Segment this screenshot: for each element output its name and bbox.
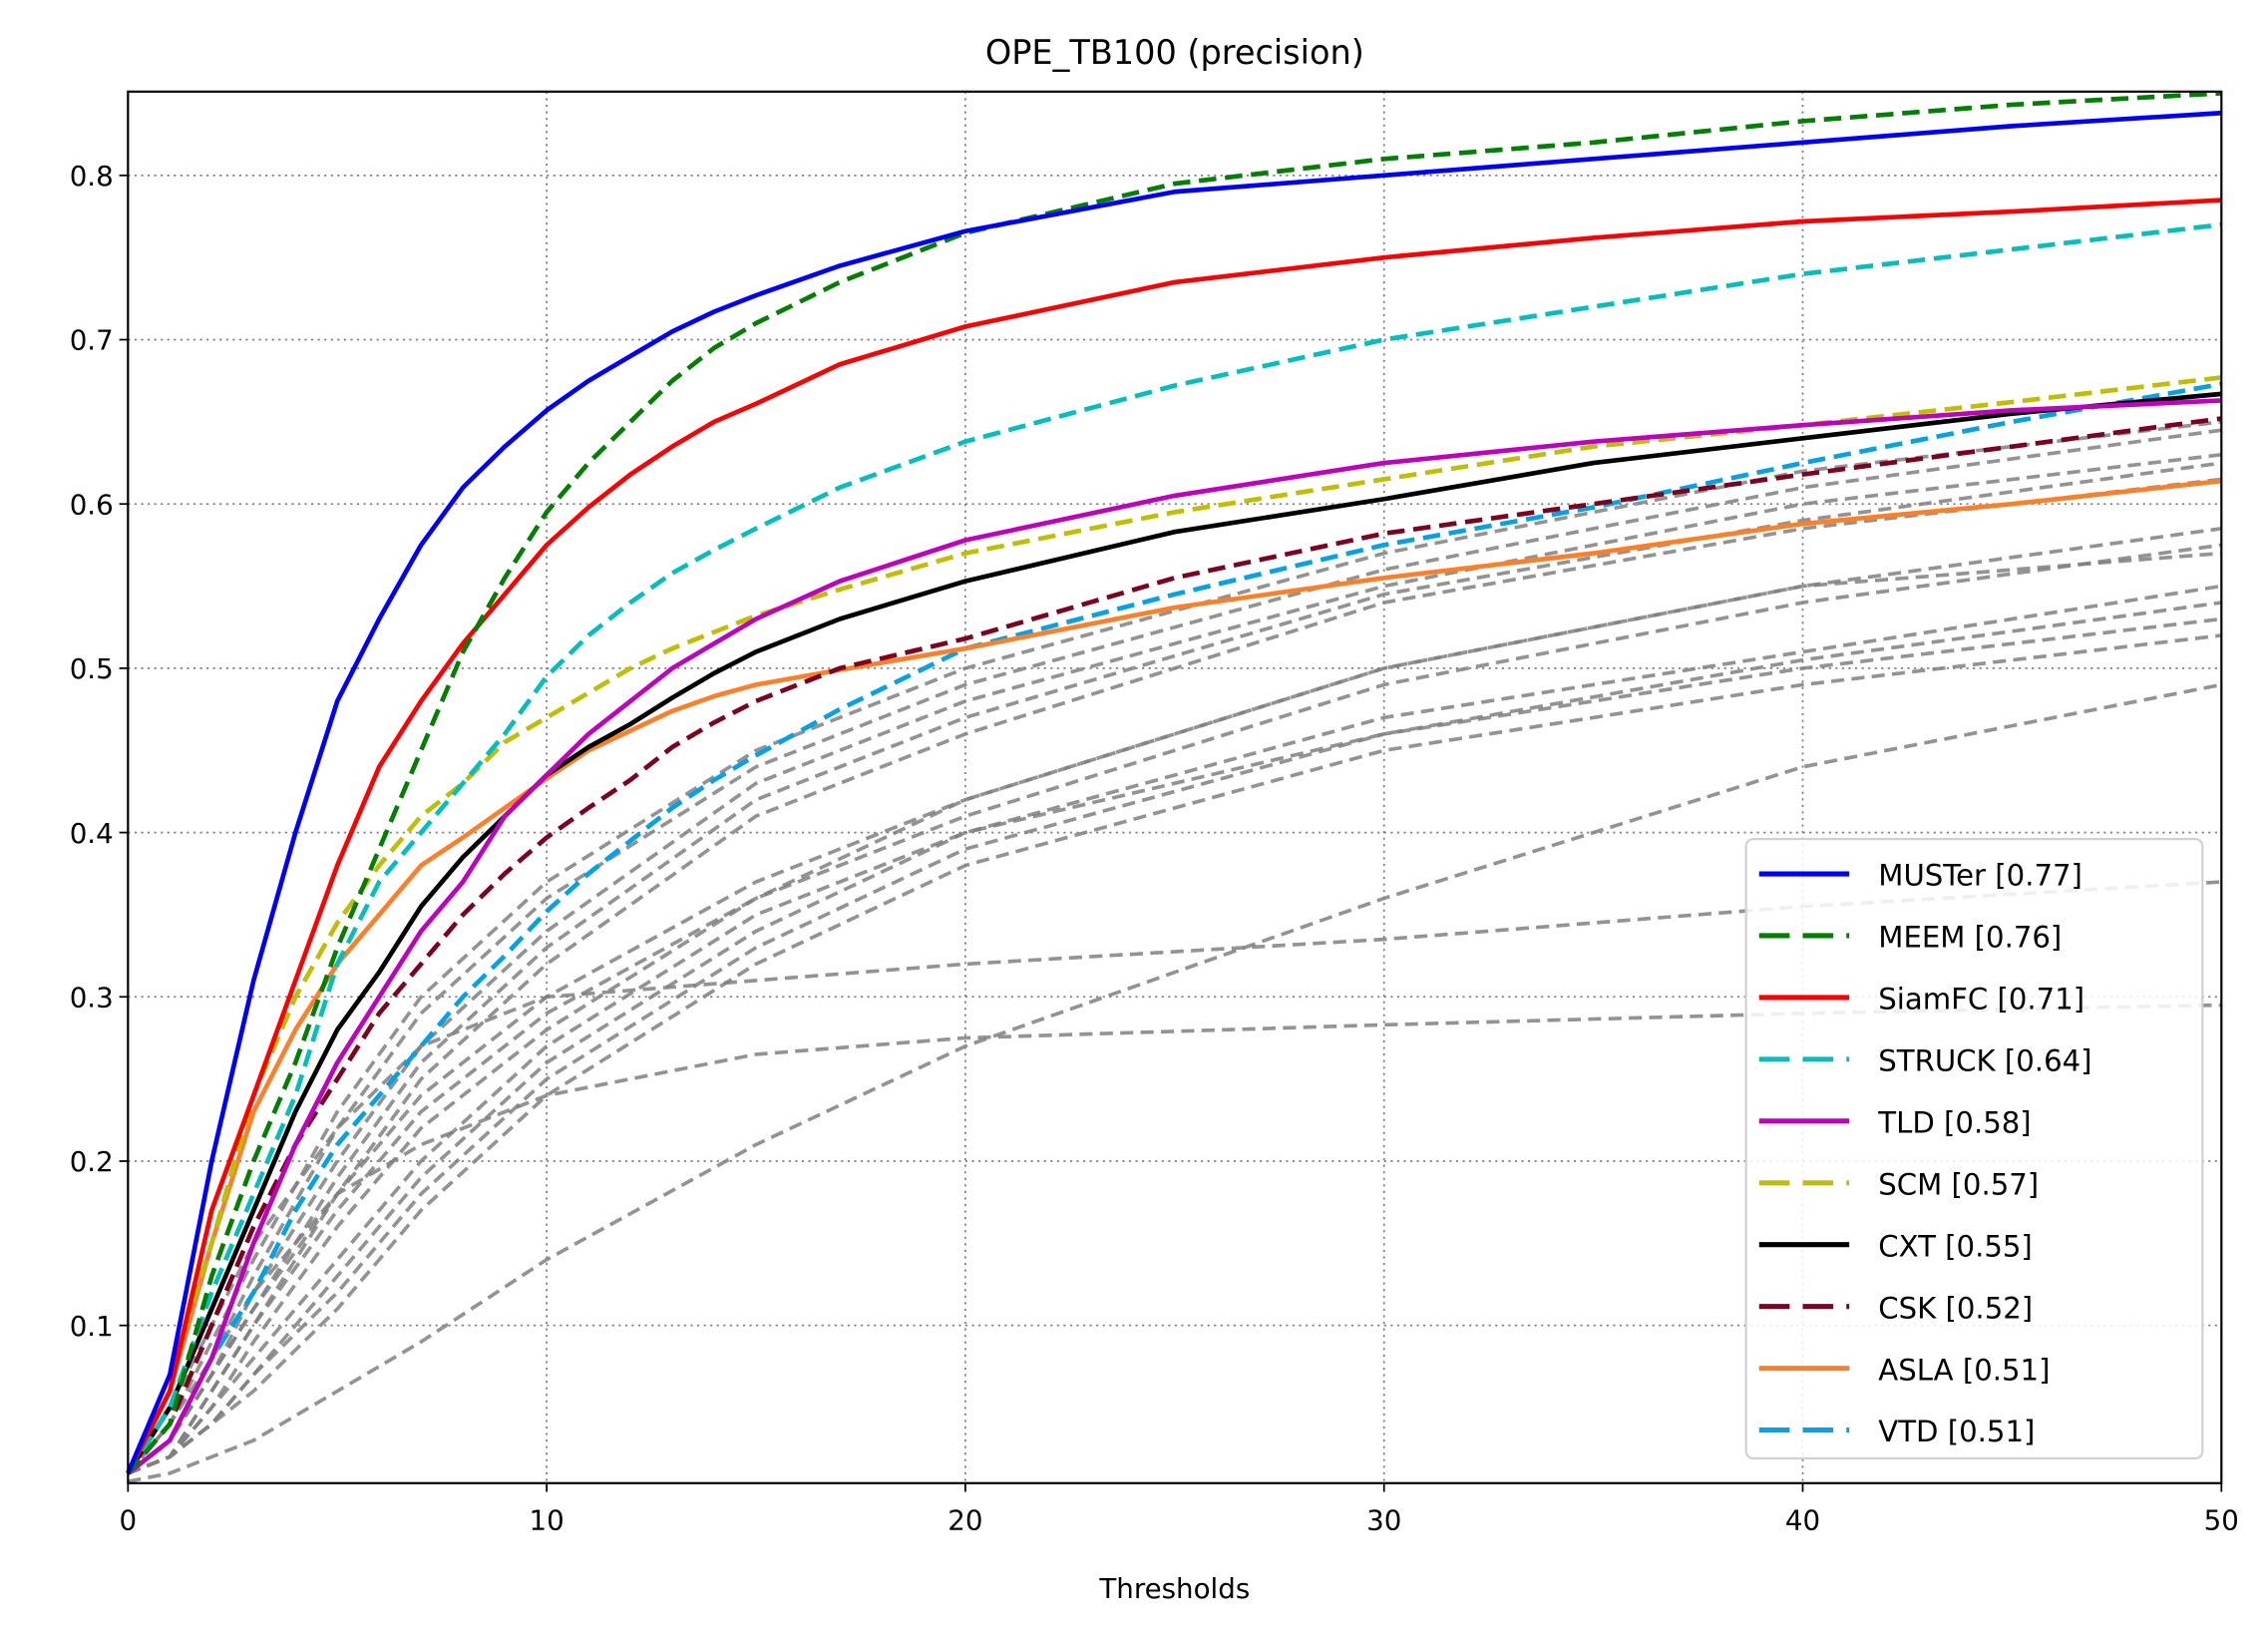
series-line <box>126 391 2222 1475</box>
legend-entry-label: STRUCK [0.64] <box>1878 1044 2091 1078</box>
legend-entry-label: SCM [0.57] <box>1878 1167 2039 1201</box>
legend-entry-label: CXT [0.55] <box>1878 1229 2032 1263</box>
x-tick-label: 50 <box>2204 1503 2239 1536</box>
x-tick-label: 40 <box>1785 1503 1820 1536</box>
chart-title: OPE_TB100 (precision) <box>985 33 1364 72</box>
plot-frame <box>127 90 2223 1484</box>
other-tracker-line <box>127 461 2222 1475</box>
x-axis-label: Thresholds <box>1098 1572 1250 1605</box>
legend-entry-label: CSK [0.52] <box>1878 1291 2033 1325</box>
legend: MUSTer [0.77] MEEM [0.76] SiamFC [0.71] STR… <box>1744 837 2204 1460</box>
y-tick-label: 0.4 <box>70 817 114 850</box>
series-line <box>126 375 2222 1474</box>
series-line <box>126 91 2222 1475</box>
legend-entry-label: MEEM [0.76] <box>1878 921 2062 955</box>
other-tracker-line <box>127 551 2222 1475</box>
other-tracker-line <box>127 543 2222 1475</box>
y-tick-label: 0.6 <box>70 488 114 521</box>
x-tick-label: 30 <box>1366 1503 1401 1536</box>
other-trackers <box>126 420 2222 1483</box>
legend-entry-label: TLD [0.58] <box>1877 1105 2031 1139</box>
other-tracker-line <box>127 452 2222 1475</box>
legend-entry-label: SiamFC [0.71] <box>1878 983 2084 1017</box>
y-tick-label: 0.7 <box>70 324 114 357</box>
legend-entry-label: VTD [0.51] <box>1878 1415 2035 1448</box>
series-line <box>126 198 2222 1474</box>
other-tracker-line <box>127 584 2222 1475</box>
y-tick-label: 0.2 <box>70 1145 114 1178</box>
x-tick-label: 10 <box>530 1503 565 1536</box>
series-line <box>126 110 2222 1474</box>
series-line <box>126 478 2222 1474</box>
legend-box <box>1744 837 2204 1460</box>
series-line <box>126 381 2222 1475</box>
series-line <box>126 221 2222 1475</box>
y-tick-label: 0.8 <box>70 160 114 193</box>
y-tick-label: 0.5 <box>70 652 114 685</box>
other-tracker-line <box>127 633 2222 1475</box>
y-tick-label: 0.3 <box>70 981 114 1014</box>
series-lines <box>126 91 2222 1475</box>
other-tracker-line <box>127 527 2222 1475</box>
legend-entry-label: MUSTer [0.77] <box>1878 859 2082 893</box>
series-line <box>126 398 2222 1475</box>
other-tracker-line <box>126 880 2222 1474</box>
y-tick-label: 0.1 <box>70 1310 114 1343</box>
axis-ticks: 0 10 20 30 40 50 0.1 0.2 0.3 0.4 0.5 0.6 0.7 0.8 <box>70 160 2239 1536</box>
x-tick-label: 20 <box>947 1503 982 1536</box>
x-tick-label: 0 <box>120 1503 138 1536</box>
legend-entry-label: ASLA [0.51] <box>1878 1353 2050 1387</box>
